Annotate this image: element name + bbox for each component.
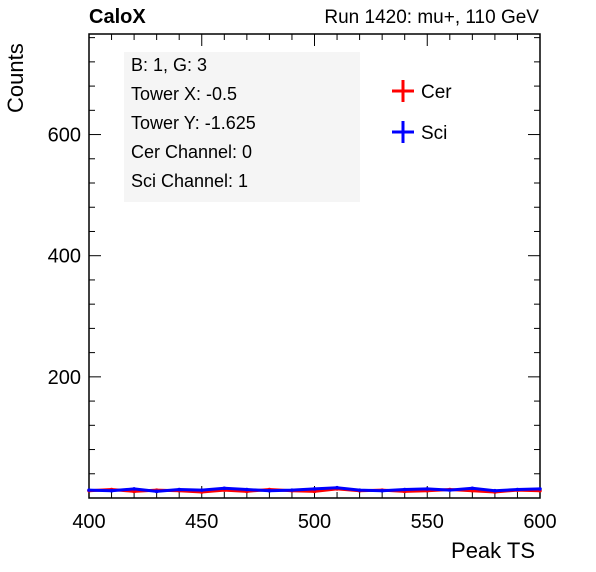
x-tick-label: 450 (185, 511, 218, 533)
data-point-sci (402, 487, 407, 492)
data-point-sci (470, 486, 475, 491)
info-line-tower-x: Tower X: -0.5 (131, 84, 238, 104)
data-point-sci (335, 485, 339, 490)
data-point-sci (425, 487, 430, 491)
data-point-sci (245, 487, 249, 492)
chart-header-left: CaloX (89, 6, 146, 28)
x-axis-label: Peak TS (451, 538, 535, 563)
x-tick-label: 500 (298, 511, 331, 533)
y-tick-label: 200 (48, 367, 81, 389)
data-point-sci (290, 488, 294, 492)
data-point-sci (177, 487, 181, 492)
data-point-sci (267, 488, 272, 493)
data-point-sci (199, 488, 204, 492)
info-line-cer-channel: Cer Channel: 0 (131, 142, 253, 162)
data-point-sci (222, 486, 227, 491)
y-tick-label: 400 (48, 246, 81, 268)
data-point-sci (380, 488, 384, 493)
info-line-board: B: 1, G: 3 (131, 55, 208, 75)
data-point-sci (448, 488, 452, 492)
legend-label-cer: Cer (421, 82, 452, 103)
x-tick-label: 550 (411, 511, 444, 533)
data-point-sci (87, 488, 91, 492)
info-box (124, 52, 360, 202)
data-point-sci (515, 487, 520, 492)
data-point-sci (132, 487, 136, 491)
data-point-sci (109, 488, 114, 493)
legend-label-sci: Sci (421, 123, 447, 144)
data-point-sci (312, 487, 317, 491)
info-line-sci-channel: Sci Channel: 1 (131, 171, 249, 191)
plot-frame (88, 33, 541, 499)
x-tick-label: 600 (523, 511, 556, 533)
x-tick-label: 400 (72, 511, 105, 533)
data-point-sci (493, 488, 497, 493)
data-point-sci (154, 489, 159, 494)
data-point-sci (538, 487, 542, 491)
info-line-tower-y: Tower Y: -1.625 (131, 113, 256, 133)
y-tick-label: 600 (48, 125, 81, 147)
chart-header-right: Run 1420: mu+, 110 GeV (324, 7, 539, 28)
data-point-sci (357, 488, 362, 492)
